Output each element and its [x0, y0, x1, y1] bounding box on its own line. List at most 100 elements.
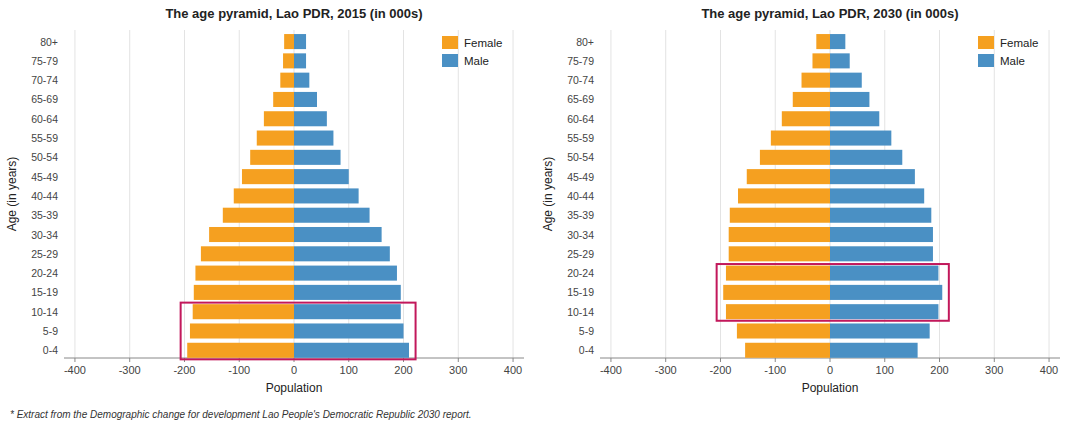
bar — [738, 188, 830, 203]
legend-swatch — [442, 36, 458, 49]
grid-line — [720, 30, 721, 358]
bar — [830, 34, 845, 49]
y-tick-label: 60-64 — [567, 113, 594, 125]
bar — [280, 73, 294, 88]
legend: FemaleMale — [442, 36, 502, 67]
bar — [729, 227, 830, 242]
y-tick-label: 70-74 — [567, 74, 594, 86]
x-tick-label: -100 — [764, 364, 786, 376]
y-tick-label: 50-54 — [31, 151, 58, 163]
x-tick-label: 400 — [504, 364, 522, 376]
y-tick-label: 80+ — [576, 36, 594, 48]
y-tick-label: 5-9 — [43, 325, 58, 337]
bar — [830, 266, 938, 281]
x-tick — [458, 358, 459, 362]
x-tick — [129, 358, 130, 362]
y-axis-label: Age (in years) — [541, 157, 555, 232]
bars — [723, 34, 942, 358]
y-tick-label: 10-14 — [567, 306, 594, 318]
y-tick-label: 65-69 — [31, 93, 58, 105]
grid-line — [513, 30, 514, 358]
y-tick-label: 40-44 — [31, 190, 58, 202]
y-tick-label: 0-4 — [43, 344, 58, 356]
x-tick — [830, 358, 831, 362]
bar — [273, 92, 294, 107]
panel: The age pyramid, Lao PDR, 2015 (in 000s)… — [5, 6, 524, 395]
x-tick — [939, 358, 940, 362]
bar — [830, 285, 942, 300]
bar — [187, 343, 294, 358]
bar — [294, 266, 397, 281]
x-tick-label: 200 — [930, 364, 948, 376]
y-tick-label: 35-39 — [31, 209, 58, 221]
grid-line — [129, 30, 130, 358]
grid-line — [184, 30, 185, 358]
x-tick-label: 200 — [394, 364, 412, 376]
x-tick-label: 100 — [340, 364, 358, 376]
y-tick-label: 40-44 — [567, 190, 594, 202]
bar — [830, 111, 879, 126]
bar — [830, 188, 924, 203]
bar — [830, 304, 938, 319]
bar — [816, 34, 830, 49]
legend-label: Female — [464, 37, 502, 49]
x-tick — [775, 358, 776, 362]
bar — [737, 323, 830, 338]
x-tick — [610, 358, 611, 362]
bar — [257, 131, 294, 146]
y-tick-label: 5-9 — [579, 325, 594, 337]
y-tick-label: 55-59 — [567, 132, 594, 144]
y-tick-label: 25-29 — [31, 248, 58, 260]
x-tick-label: 400 — [1040, 364, 1058, 376]
y-tick-label: 25-29 — [567, 248, 594, 260]
bar — [729, 246, 830, 261]
bar — [802, 73, 830, 88]
grid-line — [1049, 30, 1050, 358]
bar — [201, 246, 294, 261]
x-tick-label: -400 — [64, 364, 86, 376]
x-tick-label: -300 — [119, 364, 141, 376]
bar — [294, 227, 382, 242]
legend-label: Female — [1000, 37, 1038, 49]
x-tick-label: 300 — [985, 364, 1003, 376]
bar — [294, 92, 317, 107]
y-tick-label: 15-19 — [567, 286, 594, 298]
bar — [250, 150, 294, 165]
grid-line — [458, 30, 459, 358]
x-tick-label: -400 — [600, 364, 622, 376]
bars — [187, 34, 409, 358]
bar — [195, 266, 294, 281]
bar — [294, 169, 349, 184]
x-tick-label: -200 — [709, 364, 731, 376]
bar — [830, 53, 850, 68]
bar — [830, 323, 930, 338]
bar — [294, 188, 359, 203]
bar — [294, 34, 306, 49]
bar — [782, 111, 830, 126]
bar — [745, 343, 830, 358]
y-tick-label: 10-14 — [31, 306, 58, 318]
x-tick — [994, 358, 995, 362]
grid-line — [74, 30, 75, 358]
x-tick — [720, 358, 721, 362]
bar — [190, 323, 294, 338]
bar — [223, 208, 294, 223]
bar — [830, 343, 918, 358]
bar — [294, 246, 390, 261]
bar — [284, 34, 294, 49]
grid-line — [610, 30, 611, 358]
bar — [294, 111, 327, 126]
bar — [726, 266, 830, 281]
bar — [830, 131, 891, 146]
x-tick-label: 0 — [827, 364, 833, 376]
bar — [264, 111, 294, 126]
bar — [723, 285, 830, 300]
bar — [294, 285, 401, 300]
bar — [283, 53, 294, 68]
bar — [193, 304, 294, 319]
legend-swatch — [978, 36, 994, 49]
chart-title: The age pyramid, Lao PDR, 2015 (in 000s) — [165, 6, 422, 21]
background — [0, 0, 1072, 426]
y-tick-label: 20-24 — [567, 267, 594, 279]
bar — [730, 208, 830, 223]
